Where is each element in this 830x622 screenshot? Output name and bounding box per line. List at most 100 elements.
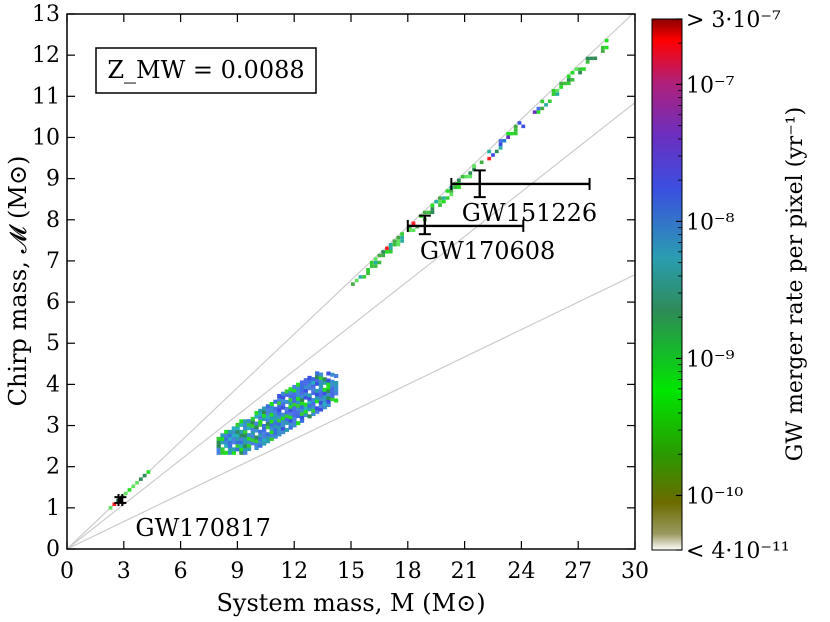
bhns-pixel xyxy=(299,401,305,406)
bhns-pixel xyxy=(243,426,248,431)
bhns-pixel xyxy=(318,407,324,412)
bbh-pixel xyxy=(585,56,590,61)
bbh-pixel xyxy=(479,160,484,165)
bhns-pixel xyxy=(288,397,293,402)
reference-line-1 xyxy=(67,102,635,549)
bhns-pixel xyxy=(303,385,308,390)
bbh-pixel xyxy=(544,103,548,107)
bhns-pixel xyxy=(326,389,331,394)
bhns-pixel xyxy=(299,411,305,416)
bbh-pixel xyxy=(574,67,579,71)
bhns-pixel xyxy=(235,422,240,427)
bhns-pixel xyxy=(243,429,248,434)
bhns-pixel xyxy=(296,407,301,412)
plot-area xyxy=(67,14,635,549)
bbh-pixel xyxy=(381,250,386,254)
bhns-pixel xyxy=(235,433,240,438)
bbh-pixel xyxy=(369,260,374,265)
bhns-pixel xyxy=(333,391,339,396)
bhns-pixel xyxy=(326,396,331,401)
bhns-pixel xyxy=(246,447,252,452)
bhns-pixel xyxy=(227,447,233,452)
bhns-pixel xyxy=(299,394,305,399)
bbh-pixel xyxy=(366,268,370,272)
bhns-pixel xyxy=(277,414,282,419)
bhns-pixel xyxy=(318,397,324,402)
bhns-pixel xyxy=(296,410,301,415)
bhns-pixel xyxy=(262,417,267,422)
bhns-pixel xyxy=(243,450,248,455)
bbh-pixel xyxy=(358,275,363,279)
bhns-pixel xyxy=(258,422,263,427)
bbh-pixel xyxy=(426,210,431,215)
bhns-pixel xyxy=(296,396,301,401)
bhns-pixel xyxy=(265,411,271,416)
colorbar: > 3·10⁻⁷ 10⁻⁷ 10⁻⁸ 10⁻⁹ 10⁻¹⁰ < 4·10⁻¹¹ GW me… xyxy=(651,8,808,564)
bhns-pixel xyxy=(315,378,320,383)
x-tick-label: 0 xyxy=(60,559,74,584)
bbh-pixel xyxy=(566,74,571,79)
bhns-pixel xyxy=(280,412,286,417)
bhns-pixel xyxy=(220,436,225,441)
bhns-pixel xyxy=(231,447,237,452)
bhns-pixel xyxy=(284,410,290,415)
bhns-pixel xyxy=(284,406,290,411)
bhns-pixel xyxy=(292,405,297,410)
bbh-pixel xyxy=(498,146,503,150)
bhns-pixel xyxy=(254,446,259,451)
bhns-pixel xyxy=(280,416,286,421)
bhns-pixel xyxy=(311,398,316,403)
bhns-pixel xyxy=(311,408,316,413)
bbh-pixel xyxy=(388,243,393,247)
y-tick-label: 3 xyxy=(46,414,60,439)
bbh-pixel xyxy=(555,88,560,93)
bhns-pixel xyxy=(254,428,259,433)
bhns-pixel xyxy=(224,450,229,455)
bbh-pixel xyxy=(377,253,382,258)
x-axis-ticks: 0 3 6 9 12 15 18 21 24 27 30 xyxy=(60,14,649,584)
bhns-pixel xyxy=(262,434,267,439)
bbh-pixel xyxy=(438,196,442,200)
bbh-pixel xyxy=(407,228,412,233)
bhns-pixel xyxy=(277,400,282,405)
bhns-pixel xyxy=(333,373,339,378)
bhns-pixel xyxy=(224,436,229,441)
event-label: GW170608 xyxy=(420,237,555,265)
bhns-pixel xyxy=(239,429,244,434)
bbh-pixel xyxy=(513,131,518,136)
bbh-pixel xyxy=(464,174,469,179)
bhns-pixel xyxy=(227,440,233,445)
bhns-pixel xyxy=(333,387,339,392)
bhns-pixel xyxy=(311,401,316,406)
bbh-pixel xyxy=(362,275,367,279)
bhns-pixel xyxy=(284,392,290,397)
bhns-pixel xyxy=(284,427,290,432)
bbh-pixel xyxy=(468,174,473,179)
bbh-pixel xyxy=(551,88,556,93)
bhns-pixel xyxy=(250,427,255,432)
bhns-pixel xyxy=(303,402,308,407)
bbh-pixel xyxy=(506,135,511,139)
annotation-text: Z_MW = 0.0088 xyxy=(107,56,304,84)
bhns-pixel xyxy=(265,421,271,426)
bhns-pixel xyxy=(280,430,286,435)
bbh-pixel xyxy=(513,128,518,132)
bhns-pixel xyxy=(315,409,320,414)
bhns-pixel xyxy=(227,429,233,434)
event-gw151226: GW151226 xyxy=(450,169,597,227)
x-axis-label: System mass, M (M⊙) xyxy=(216,589,485,617)
bhns-pixel xyxy=(265,407,271,412)
bbh-pixel xyxy=(441,199,446,204)
bhns-pixel xyxy=(273,413,278,418)
bhns-pixel xyxy=(288,411,293,416)
colorbar-gradient xyxy=(651,18,683,551)
bhns-pixel xyxy=(246,422,252,427)
bbh-pixel xyxy=(457,178,461,183)
x-tick-label: 21 xyxy=(451,559,479,584)
bhns-pixel xyxy=(318,400,324,405)
bhns-pixel xyxy=(303,413,308,418)
bhns-pixel xyxy=(288,422,293,427)
bbh-pixel xyxy=(396,239,401,243)
bbh-pixel xyxy=(502,139,507,143)
bbh-pixel xyxy=(563,81,567,86)
